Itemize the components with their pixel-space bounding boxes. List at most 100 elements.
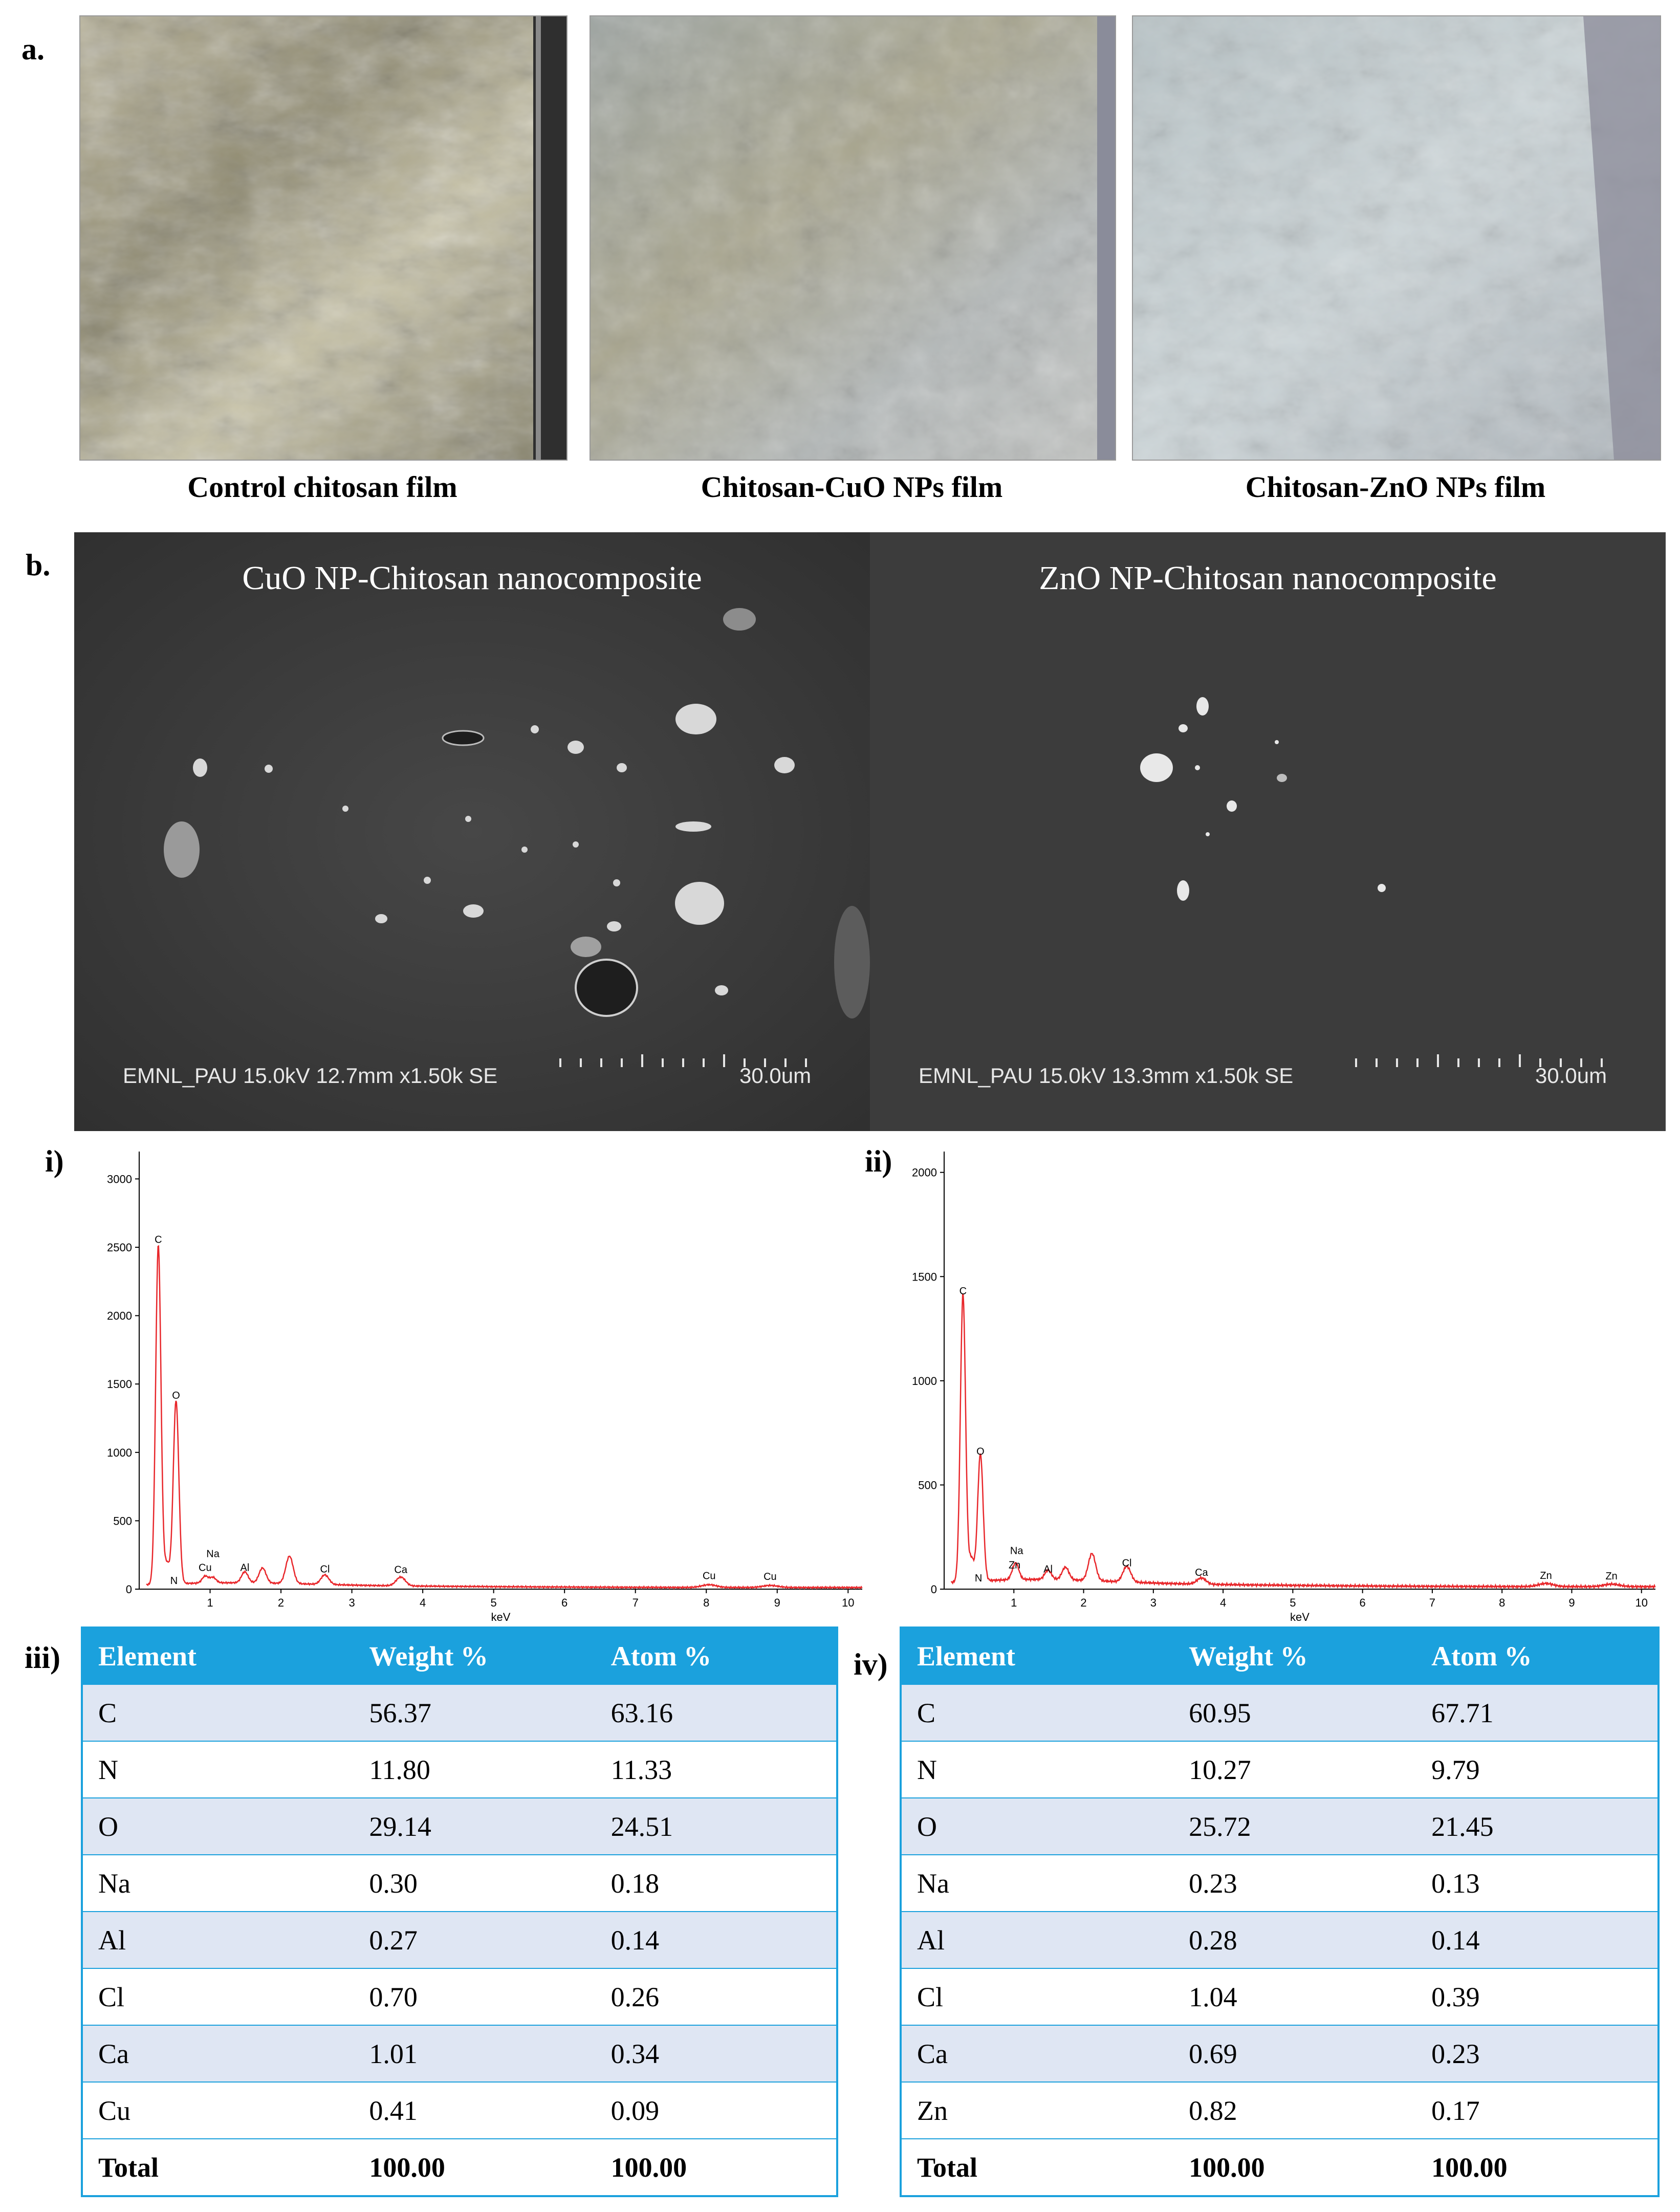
- film-caption-control: Control chitosan film: [187, 470, 457, 504]
- table-cell: 0.18: [595, 1854, 837, 1912]
- table-cell: 0.70: [354, 1968, 596, 2025]
- peak-label: Cl: [1122, 1557, 1132, 1569]
- peak-label: C: [155, 1234, 162, 1245]
- table-row: Ca 0.69 0.23: [901, 2025, 1659, 2082]
- column-header: Element: [82, 1628, 354, 1684]
- peak-label: Cu: [703, 1571, 716, 1582]
- peak-label: C: [959, 1286, 967, 1297]
- table-cell: 0.28: [1173, 1911, 1416, 1968]
- x-tick-label: 6: [1360, 1596, 1366, 1609]
- x-tick-label: 5: [491, 1596, 497, 1609]
- peak-label: N: [975, 1573, 982, 1584]
- peak-label: Cu: [763, 1571, 777, 1582]
- table-cell: 11.80: [354, 1741, 596, 1798]
- y-tick-label: 2000: [912, 1166, 937, 1179]
- x-axis-label: keV: [1290, 1611, 1310, 1623]
- table-row: O 29.14 24.51: [82, 1797, 837, 1855]
- table-cell: 9.79: [1416, 1741, 1659, 1798]
- table-cell: 10.27: [1173, 1741, 1416, 1798]
- y-tick-label: 2500: [107, 1241, 132, 1254]
- table-row: C 56.37 63.16: [82, 1684, 837, 1741]
- table-cell: 25.72: [1173, 1797, 1416, 1855]
- table-cell: 100.00: [354, 2138, 596, 2196]
- peak-label: N: [170, 1575, 178, 1587]
- sem-title-cuo: CuO NP-Chitosan nanocomposite: [242, 559, 702, 597]
- y-tick-label: 0: [126, 1583, 132, 1596]
- table-cell: Cu: [82, 2081, 354, 2139]
- x-tick-label: 10: [1635, 1596, 1648, 1609]
- table-row: C 60.95 67.71: [901, 1684, 1659, 1741]
- table-cell: 100.00: [1416, 2138, 1659, 2196]
- table-cell: C: [901, 1684, 1174, 1741]
- table-row: Cu 0.41 0.09: [82, 2081, 837, 2139]
- table-cell: 0.41: [354, 2081, 596, 2139]
- x-tick-label: 2: [1080, 1596, 1086, 1609]
- eds-spectrum-zno: 0 500 1000 1500 2000 1 2 3 4 5 6 7 8 9 10 keV C N O Na Zn Al C…: [912, 1152, 1656, 1623]
- table-cell: Cl: [82, 1968, 354, 2025]
- peak-label: Na: [1010, 1546, 1023, 1557]
- sem-image-cuo: CuO NP-Chitosan nanocomposite EMNL_PAU 1…: [74, 532, 870, 1131]
- sem-image-zno: ZnO NP-Chitosan nanocomposite EMNL_PAU 1…: [870, 532, 1666, 1131]
- column-header: Weight %: [354, 1628, 596, 1684]
- peak-label: O: [976, 1446, 985, 1458]
- table-cell: Ca: [82, 2025, 354, 2082]
- table-cell: 0.23: [1416, 2025, 1659, 2082]
- y-tick-label: 1500: [912, 1270, 937, 1283]
- table-cell: 0.39: [1416, 1968, 1659, 2025]
- table-row: Ca 1.01 0.34: [82, 2025, 837, 2082]
- x-tick-label: 5: [1290, 1596, 1296, 1609]
- table-cell: 24.51: [595, 1797, 837, 1855]
- peak-label: Cl: [320, 1564, 330, 1575]
- x-tick-label: 4: [420, 1596, 426, 1609]
- spectrum-line: [950, 1294, 1656, 1590]
- table-cell: Ca: [901, 2025, 1174, 2082]
- control-chitosan-film-photo: [79, 15, 568, 461]
- table-cell: 21.45: [1416, 1797, 1659, 1855]
- peak-label: Ca: [1195, 1567, 1208, 1578]
- eds-table-cuo: Element Weight % Atom % C 56.37 63.16 N 11.80 11…: [81, 1627, 838, 2197]
- table-row: N 11.80 11.33: [82, 1741, 837, 1798]
- table-header-row: Element Weight % Atom %: [901, 1628, 1659, 1684]
- y-tick-label: 1000: [912, 1375, 937, 1387]
- x-tick-label: 4: [1220, 1596, 1226, 1609]
- table-cell: N: [901, 1741, 1174, 1798]
- sem-scale-cuo: 30.0um: [739, 1064, 812, 1088]
- sem-info-zno: EMNL_PAU 15.0kV 13.3mm x1.50k SE: [919, 1064, 1294, 1088]
- panel-b-label: b.: [26, 548, 51, 582]
- chitosan-cuo-film-photo: [590, 15, 1116, 461]
- table-cell: 0.30: [354, 1854, 596, 1912]
- table-cell: 63.16: [595, 1684, 837, 1741]
- x-axis-label: keV: [491, 1611, 511, 1623]
- column-header: Atom %: [1416, 1628, 1659, 1684]
- table-cell: Na: [901, 1854, 1174, 1912]
- x-tick-label: 3: [348, 1596, 355, 1609]
- spectrum-ii-label: ii): [865, 1144, 892, 1178]
- eds-table-zno: Element Weight % Atom % C 60.95 67.71 N 10.27 9.…: [900, 1627, 1660, 2197]
- table-cell: 0.27: [354, 1911, 596, 1968]
- peak-label: Zn: [1540, 1570, 1552, 1581]
- table-cell: 60.95: [1173, 1684, 1416, 1741]
- peak-label: Na: [206, 1548, 220, 1559]
- x-tick-label: 8: [1499, 1596, 1505, 1609]
- sem-scale-zno: 30.0um: [1535, 1064, 1607, 1088]
- peak-label: Zn: [1009, 1560, 1020, 1571]
- table-cell: Al: [901, 1911, 1174, 1968]
- table-cell: Cl: [901, 1968, 1174, 2025]
- table-cell: N: [82, 1741, 354, 1798]
- y-tick-label: 2000: [107, 1310, 132, 1322]
- y-tick-label: 3000: [107, 1173, 132, 1185]
- x-tick-label: 9: [1568, 1596, 1575, 1609]
- table-row: Al 0.28 0.14: [901, 1911, 1659, 1968]
- y-tick-label: 1500: [107, 1378, 132, 1391]
- x-tick-label: 6: [561, 1596, 568, 1609]
- table-total-row: Total 100.00 100.00: [82, 2138, 837, 2196]
- peak-label: Zn: [1605, 1571, 1617, 1582]
- table-cell: C: [82, 1684, 354, 1741]
- table-iii-label: iii): [25, 1641, 60, 1675]
- table-row: Na 0.23 0.13: [901, 1854, 1659, 1912]
- x-tick-label: 1: [1011, 1596, 1017, 1609]
- table-cell: 1.04: [1173, 1968, 1416, 2025]
- x-tick-label: 7: [632, 1596, 639, 1609]
- spectrum-line: [146, 1245, 863, 1590]
- film-caption-cuo: Chitosan-CuO NPs film: [701, 470, 1003, 504]
